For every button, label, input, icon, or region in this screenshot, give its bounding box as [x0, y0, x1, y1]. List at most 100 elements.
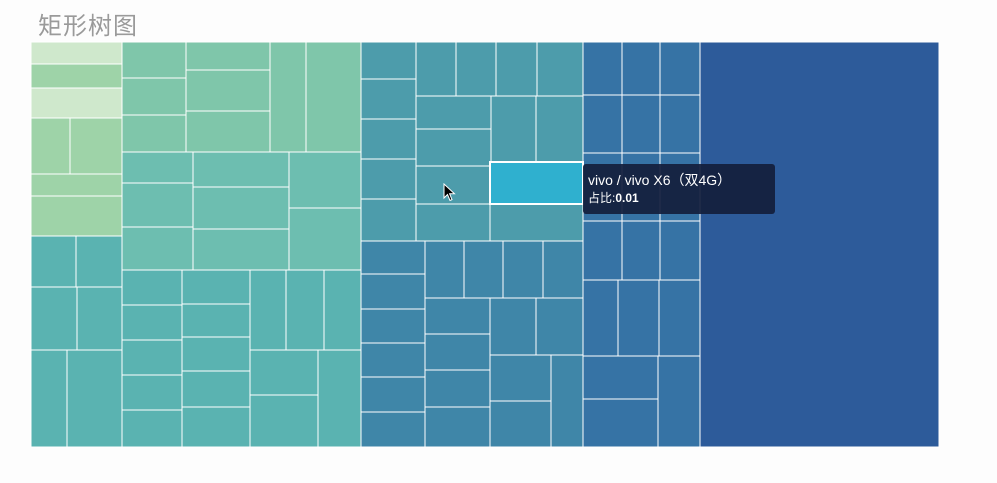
treemap-cell[interactable]: [502, 240, 544, 299]
treemap-cell[interactable]: [360, 78, 417, 120]
treemap-cell[interactable]: [621, 41, 661, 96]
treemap-cell[interactable]: [659, 220, 701, 281]
treemap-cell[interactable]: [121, 41, 187, 79]
treemap-cell[interactable]: [30, 117, 71, 175]
treemap-cell[interactable]: [360, 118, 417, 160]
treemap-cell[interactable]: [360, 411, 426, 448]
treemap-cell[interactable]: [463, 240, 504, 299]
treemap-cell[interactable]: [288, 151, 362, 209]
treemap-cell[interactable]: [30, 286, 78, 351]
treemap-cell[interactable]: [535, 297, 584, 356]
treemap-cell[interactable]: [269, 41, 307, 153]
treemap-cell[interactable]: [360, 41, 417, 80]
treemap-cell[interactable]: [249, 269, 287, 351]
treemap-cell[interactable]: [181, 269, 251, 305]
treemap-cell[interactable]: [424, 369, 491, 408]
treemap-cell[interactable]: [360, 240, 426, 275]
treemap-cell[interactable]: [424, 406, 491, 448]
treemap-cell[interactable]: [249, 394, 319, 448]
treemap-cell[interactable]: [582, 94, 623, 154]
treemap-cell[interactable]: [360, 376, 426, 413]
treemap-cell[interactable]: [181, 406, 251, 448]
treemap-cell[interactable]: [455, 41, 497, 97]
treemap-cell[interactable]: [185, 69, 271, 112]
treemap-cell[interactable]: [192, 228, 290, 271]
treemap-cell[interactable]: [360, 198, 417, 242]
treemap-cell[interactable]: [360, 342, 426, 378]
treemap-cell[interactable]: [121, 226, 194, 271]
treemap-cell[interactable]: [76, 286, 123, 351]
treemap-cell[interactable]: [121, 182, 194, 228]
treemap-cell[interactable]: [582, 41, 623, 96]
treemap-cell[interactable]: [192, 151, 290, 188]
treemap-cell[interactable]: [489, 400, 552, 448]
treemap-cell[interactable]: [121, 114, 187, 153]
treemap-cell[interactable]: [582, 220, 623, 281]
treemap-cell[interactable]: [542, 240, 584, 299]
treemap-cell[interactable]: [192, 186, 290, 230]
treemap-cell[interactable]: [550, 354, 584, 448]
treemap-cell[interactable]: [30, 235, 77, 288]
treemap-cell[interactable]: [121, 304, 183, 341]
treemap-cell[interactable]: [317, 349, 362, 448]
treemap-cell[interactable]: [69, 117, 123, 175]
treemap-cell[interactable]: [489, 203, 584, 242]
treemap-cell[interactable]: [699, 41, 940, 448]
treemap-cell[interactable]: [185, 41, 271, 71]
treemap-cell[interactable]: [424, 333, 491, 371]
treemap-cell[interactable]: [30, 87, 123, 119]
treemap-cell[interactable]: [415, 165, 491, 205]
treemap-cell[interactable]: [323, 269, 362, 351]
treemap-cell[interactable]: [582, 355, 659, 400]
treemap-cell[interactable]: [285, 269, 325, 351]
treemap-cell[interactable]: [121, 77, 187, 116]
treemap-cell[interactable]: [415, 203, 491, 242]
treemap-cell[interactable]: [288, 207, 362, 271]
treemap-cell[interactable]: [621, 94, 661, 154]
tooltip-name: vivo / vivo X6（双4G）: [588, 172, 732, 188]
treemap-cell[interactable]: [30, 41, 123, 65]
treemap-cell[interactable]: [415, 41, 457, 97]
treemap-cell[interactable]: [424, 240, 465, 299]
treemap-cell[interactable]: [490, 95, 537, 163]
treemap-cell[interactable]: [66, 349, 123, 448]
treemap-cell[interactable]: [424, 297, 491, 335]
treemap-cell[interactable]: [658, 279, 701, 357]
treemap-cell[interactable]: [489, 297, 537, 356]
treemap-cell[interactable]: [536, 41, 584, 97]
treemap-cell[interactable]: [121, 409, 183, 448]
treemap-cell[interactable]: [657, 355, 701, 448]
treemap-cell[interactable]: [305, 41, 362, 153]
treemap-cell[interactable]: [185, 110, 271, 153]
treemap-cell[interactable]: [121, 269, 183, 306]
treemap-cell[interactable]: [121, 374, 183, 411]
treemap-cell[interactable]: [121, 339, 183, 376]
treemap-cell[interactable]: [659, 41, 701, 96]
treemap-cell[interactable]: [535, 95, 584, 163]
treemap-cell[interactable]: [489, 354, 552, 402]
treemap-cell[interactable]: [30, 349, 68, 448]
treemap-cell[interactable]: [360, 158, 417, 200]
treemap-cell[interactable]: [659, 94, 701, 154]
treemap-cell[interactable]: [360, 308, 426, 344]
treemap-cell[interactable]: [181, 336, 251, 372]
treemap-cell[interactable]: [30, 63, 123, 89]
treemap-cell[interactable]: [582, 398, 659, 448]
treemap-cell-highlighted[interactable]: [489, 161, 584, 205]
treemap-cell[interactable]: [415, 128, 492, 167]
treemap-cell[interactable]: [121, 151, 194, 184]
treemap-cell[interactable]: [75, 235, 123, 288]
treemap-cell[interactable]: [495, 41, 538, 97]
treemap-cell[interactable]: [360, 273, 426, 310]
treemap-cell[interactable]: [30, 195, 123, 237]
treemap-cell[interactable]: [181, 370, 251, 408]
tooltip-ratio-label: 占比:: [588, 191, 616, 205]
treemap-cell[interactable]: [582, 279, 619, 357]
treemap-cell[interactable]: [617, 279, 660, 357]
treemap-cell[interactable]: [621, 220, 661, 281]
treemap-cell[interactable]: [249, 349, 319, 396]
treemap-cell[interactable]: [415, 95, 492, 130]
treemap-cell[interactable]: [30, 173, 123, 197]
treemap-cell[interactable]: [181, 303, 251, 338]
